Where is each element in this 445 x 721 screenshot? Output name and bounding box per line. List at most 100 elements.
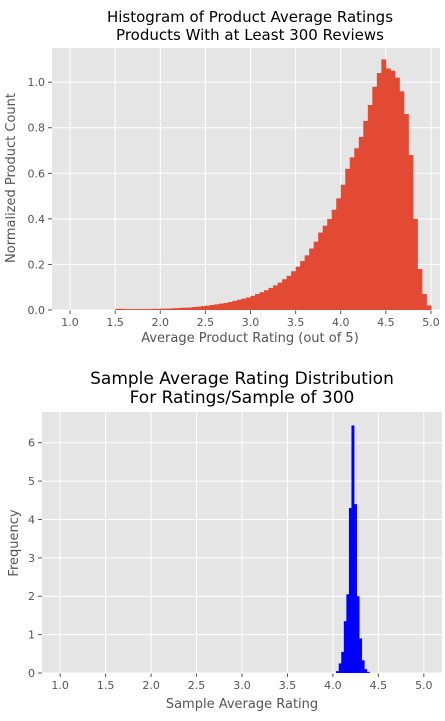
x-tick-label: 5.0 <box>422 316 440 329</box>
histogram-bar <box>151 308 157 310</box>
histogram-bar <box>367 104 373 311</box>
histogram-bar <box>318 232 324 310</box>
histogram-bar <box>348 507 352 673</box>
chart-1-title: Histogram of Product Average Ratings <box>107 8 393 26</box>
x-tick-label: 3.0 <box>242 316 260 329</box>
x-tick-label: 2.0 <box>152 316 170 329</box>
histogram-bar <box>304 255 310 310</box>
histogram-bar <box>173 308 179 310</box>
histogram-bar <box>146 309 152 310</box>
histogram-bar <box>209 304 215 310</box>
histogram-bar <box>268 287 274 310</box>
x-tick-label: 3.0 <box>233 679 251 692</box>
chart-2-plot-area: 1.0 1.5 2.0 2.5 3.0 3.5 4.0 4.5 5.0 0 1 2 3 4 5 6 <box>28 412 442 692</box>
histogram-bar <box>364 669 368 673</box>
x-tick-label: 1.0 <box>61 316 79 329</box>
histogram-bar <box>232 300 238 310</box>
y-tick-label: 2 <box>28 590 35 603</box>
histogram-bar <box>115 308 121 310</box>
histogram-bar <box>376 73 382 310</box>
histogram-bar <box>327 218 333 310</box>
x-tick-label: 5.0 <box>415 679 433 692</box>
histogram-bar <box>322 225 328 310</box>
chart-1-y-axis-label: Normalized Product Count <box>4 93 19 263</box>
histogram-bar <box>119 308 125 310</box>
histogram-bar <box>160 308 166 310</box>
histogram-bar <box>291 271 297 310</box>
histogram-bar <box>182 307 188 310</box>
x-tick-label: 2.5 <box>197 316 215 329</box>
y-tick-label: 0.4 <box>28 213 46 226</box>
histogram-bar <box>164 308 170 310</box>
x-tick-label: 4.0 <box>332 316 350 329</box>
chart-1-x-axis-label: Average Product Rating (out of 5) <box>141 331 359 346</box>
y-tick-label: 6 <box>28 437 35 450</box>
histogram-bar <box>142 309 148 310</box>
chart-1-plot-area: 1.0 1.5 2.0 2.5 3.0 3.5 4.0 4.5 5.0 0.0 0.2 0.4 0.6 0… <box>28 48 440 329</box>
histogram-bar <box>241 298 247 310</box>
y-tick-label: 3 <box>28 552 35 565</box>
histogram-bar <box>351 425 355 673</box>
y-tick-label: 1.0 <box>28 76 46 89</box>
histogram-bar <box>358 136 364 310</box>
histogram-bar <box>346 594 350 673</box>
histogram-bar <box>200 306 206 310</box>
histogram-bar <box>336 198 342 310</box>
histogram-bar <box>354 504 357 673</box>
histogram-bar <box>426 305 432 310</box>
chart-2-y-axis-label: Frequency <box>7 509 22 576</box>
histogram-bar <box>295 266 301 310</box>
histogram-bar <box>133 309 139 310</box>
histogram-bar <box>343 621 347 673</box>
y-tick-label: 1 <box>28 629 35 642</box>
chart-2-title: Sample Average Rating Distribution <box>90 369 394 389</box>
histogram-bar <box>412 218 418 310</box>
y-tick-label: 0.2 <box>28 258 46 271</box>
histogram-bar <box>218 303 224 310</box>
histogram-bar <box>345 168 351 310</box>
x-tick-label: 3.5 <box>287 316 305 329</box>
histogram-bar <box>403 114 409 310</box>
histogram-bar <box>227 302 233 310</box>
histogram-bar <box>246 297 251 310</box>
histogram-bar <box>214 304 220 310</box>
x-tick-label: 1.0 <box>51 679 69 692</box>
histogram-bar <box>128 309 134 310</box>
histogram-bar <box>264 290 269 310</box>
histogram-bar <box>381 59 387 311</box>
x-tick-label: 1.5 <box>106 316 124 329</box>
histogram-bar <box>366 671 370 673</box>
histogram-bar <box>137 309 143 310</box>
y-tick-label: 0.6 <box>28 167 46 180</box>
histogram-bar <box>196 306 202 310</box>
histogram-bar <box>191 307 197 310</box>
histogram-bar <box>169 308 175 310</box>
histogram-bar <box>178 307 184 310</box>
histogram-bar <box>399 91 405 310</box>
x-tick-label: 2.5 <box>188 679 206 692</box>
x-tick-label: 1.5 <box>97 679 115 692</box>
histogram-bar <box>372 86 378 310</box>
chart-2: Sample Average Rating Distribution For R… <box>7 369 442 712</box>
histogram-bar <box>421 294 427 310</box>
histogram-bar <box>390 70 396 310</box>
histogram-bar <box>356 596 360 673</box>
histogram-bar <box>338 663 342 673</box>
histogram-bar <box>336 671 340 673</box>
histogram-bar <box>341 651 345 673</box>
y-tick-label: 5 <box>28 475 35 488</box>
histogram-bar <box>331 209 337 310</box>
histogram-bar <box>250 295 256 310</box>
y-tick-label: 0.8 <box>28 122 46 135</box>
x-tick-label: 2.0 <box>142 679 160 692</box>
histogram-bar <box>223 302 229 310</box>
histogram-bar <box>417 268 423 310</box>
histogram-bar <box>408 155 414 310</box>
chart-2-subtitle: For Ratings/Sample of 300 <box>130 388 355 408</box>
histogram-bar <box>273 285 278 310</box>
histogram-bar <box>361 660 365 673</box>
y-tick-label: 0.0 <box>28 304 46 317</box>
histogram-bar <box>349 157 355 310</box>
histogram-bar <box>313 241 319 310</box>
